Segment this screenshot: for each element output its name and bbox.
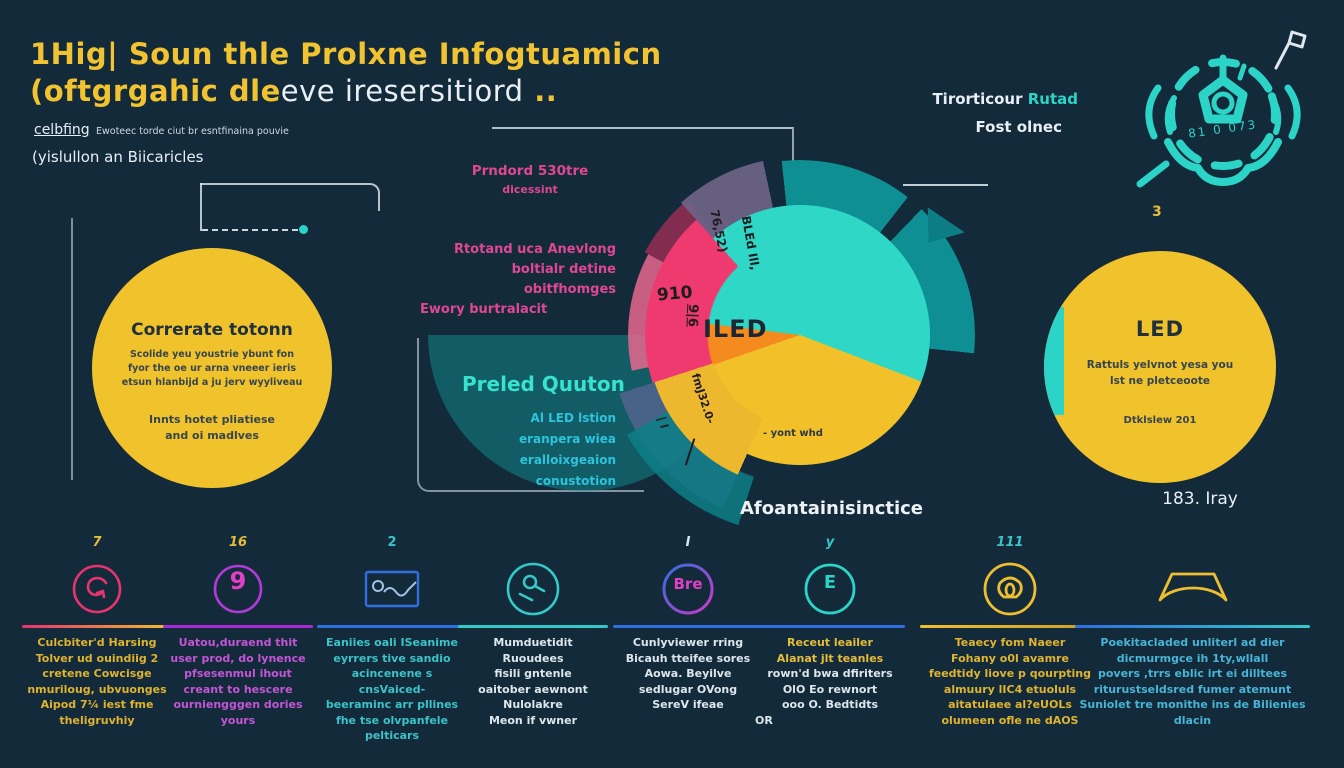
right-circle-below-label: 183. Iray [1162, 489, 1238, 509]
column-number: y [825, 535, 835, 550]
gauge-icon [983, 562, 1037, 616]
step-column-5: I Bre Cunlyviewer rring Bicauh tteifee so… [613, 535, 763, 713]
annotation-pink-title: Prndord 530tre [471, 163, 589, 179]
column-number: 7 [92, 535, 102, 550]
picture-wave-icon [364, 570, 420, 608]
column-number: 16 [228, 535, 248, 550]
corner-line [417, 338, 644, 492]
gear-brain-icon [1136, 54, 1301, 188]
e-badge-icon [804, 563, 856, 615]
top-right-line2: Fost olnec [975, 118, 1062, 136]
column-divider [1075, 625, 1310, 628]
right-circle-body: Rattuls yelvnot yesa you lst ne pletceoo… [1086, 359, 1234, 387]
step-column-6: y E Receut leailer Alanat jlt teanles rown… [755, 535, 905, 728]
step-column-7: 111 Teaecy fom Naeer Fohany o0l avamre fee… [920, 535, 1100, 728]
column-text: Eaniies oali ISeanime eyrrers tive sandio… [325, 636, 459, 742]
pie-ring-pink [645, 180, 955, 490]
column-divider [920, 625, 1100, 628]
right-circle-teal-sliver [1044, 307, 1064, 415]
bracket-line-left [200, 183, 202, 231]
column-text: Uatou,duraend thit user prod, do lynence p… [170, 636, 306, 727]
right-info-circle: LED Rattuls yelvnot yesa you lst ne plet… [1044, 251, 1276, 483]
teal-dot [299, 225, 308, 234]
annotation-pink-subtitle: dicessint [502, 183, 558, 196]
step-column-8: Poekitacladed unliterl ad dier dicmurmgce… [1075, 535, 1310, 728]
bre-badge-label: Bre [673, 575, 703, 593]
top-right-line1: Tirorticour Rutad [932, 90, 1078, 108]
e-badge-label: E [823, 572, 837, 593]
column-number: 111 [996, 535, 1024, 550]
column-text: Receut leailer Alanat jlt teanles rown'd b… [755, 636, 893, 727]
column-divider [22, 625, 172, 628]
left-circle-title: Correrate totonn [131, 320, 293, 340]
column-text: Teaecy fom Naeer Fohany o0l avamre feedtid… [928, 636, 1092, 727]
tagline-note: Ewoteec torde ciut br esntfinaina pouvie [96, 126, 289, 137]
column-text: Poekitacladed unliterl ad dier dicmurmgce… [1079, 636, 1306, 727]
column-number: 2 [387, 535, 397, 550]
dashed-line [202, 229, 298, 231]
column-text: Cunlyviewer rring Bicauh tteifee sores Aow… [625, 636, 751, 711]
annotation-teal-block: Al LED lstion eranpera wiea eralloixgeai… [518, 411, 616, 488]
column-divider [317, 625, 467, 628]
nine-badge-label: 9 [229, 567, 247, 595]
left-circle-footer: Innts hotet pliatiese and oi madlves [149, 413, 275, 442]
left-circle-body: Scolide yeu youstrie ybunt fon fyor the … [121, 349, 303, 388]
annotation-teal-heading: Preled Quuton [462, 372, 625, 396]
left-info-circle: Correrate totonn Scolide yeu youstrie yb… [92, 248, 332, 488]
left-vertical-line [71, 218, 73, 480]
gear-badge-number: 3 [1152, 204, 1162, 220]
step-column-1: 7 Culcbiter'd Harsing Tolver ud ouindiig … [22, 535, 172, 728]
column-text: Mumduetidit Ruoudees fisili gntenle oaitobe… [478, 636, 588, 727]
step-column-4: Mumduetidit Ruoudees fisili gntenle oaitobe… [458, 535, 608, 728]
pie-label-sub: - yont whd [763, 428, 823, 439]
banner-eye-icon [1158, 572, 1227, 602]
annotation-pink-block: Rtotand uca Anevlong boltialr detine obi… [420, 242, 616, 317]
pie-label-main: ILED [703, 315, 768, 343]
title-line-2: (oftgrgahic dleeve iresersitiord .. [30, 74, 558, 108]
page-title: 1Hig| Soun thle Prolxne Infogtuamicn (of… [30, 36, 662, 110]
step-column-3: 2 Eaniies oali ISeanime eyrrers tive sand… [317, 535, 467, 744]
pie-rotated-label-1: 9|6 [684, 303, 701, 328]
short-line [903, 184, 988, 186]
bre-badge-icon [662, 563, 714, 615]
nine-badge-icon [213, 564, 263, 614]
pie-value: 910 [656, 282, 694, 306]
pie-chart: ILED - yont whd 910 9|6 76,52) BLEd Ill,… [585, 120, 1015, 550]
title-line-1: 1Hig| Soun thle Prolxne Infogtuamicn [30, 37, 662, 71]
tagline: celbfing [34, 122, 90, 138]
bracket-line [200, 183, 380, 211]
column-divider [458, 625, 608, 628]
column-divider [613, 625, 763, 628]
subtitle: (yislullon an Biicaricles [32, 148, 204, 166]
right-circle-footer: Dtklslew 201 [1123, 415, 1197, 426]
right-circle-title: LED [1135, 317, 1185, 341]
center-label: Afoantainisinctice [740, 498, 924, 519]
flag-icon [1274, 30, 1307, 70]
column-number: I [685, 535, 691, 550]
step-column-2: 16 9 Uatou,duraend thit user prod, do lyn… [163, 535, 313, 728]
column-divider [163, 625, 313, 628]
magnifier-icon [506, 562, 560, 616]
column-divider [755, 625, 905, 628]
loop-arrow-icon [72, 564, 122, 614]
